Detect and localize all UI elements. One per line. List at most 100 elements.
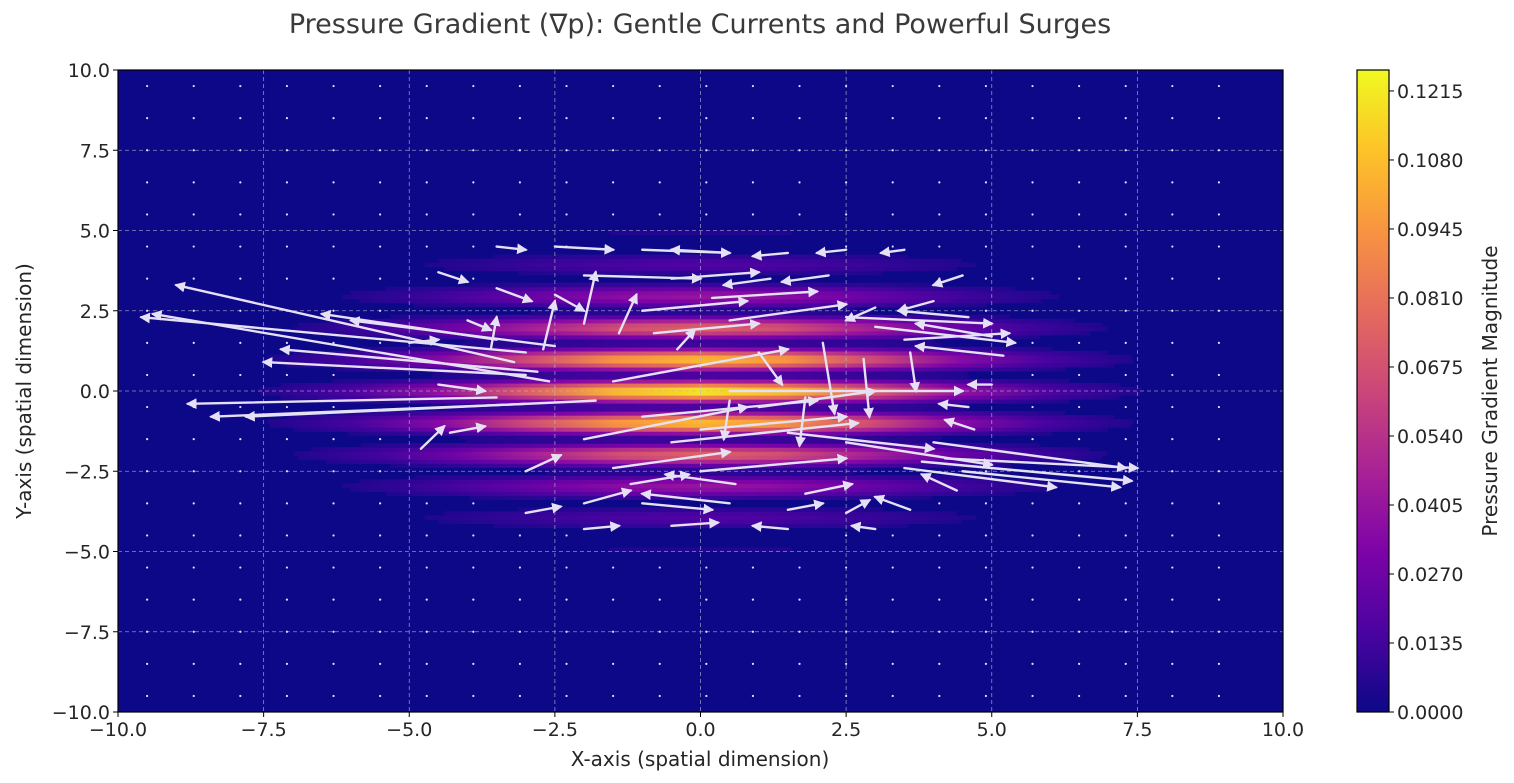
quiver-dot bbox=[1031, 245, 1034, 248]
quiver-dot bbox=[891, 245, 894, 248]
colorbar-tick-label: 0.1215 bbox=[1397, 81, 1463, 103]
quiver-dot bbox=[192, 534, 195, 537]
quiver-dot bbox=[472, 534, 475, 537]
quiver-dot bbox=[425, 502, 428, 505]
y-tick-label: −10.0 bbox=[52, 702, 110, 724]
quiver-dot bbox=[1031, 277, 1034, 280]
quiver-dot bbox=[751, 662, 755, 665]
quiver-dot bbox=[565, 598, 568, 601]
quiver-dot bbox=[1217, 373, 1221, 377]
quiver-dot bbox=[938, 662, 941, 665]
quiver-arrow bbox=[611, 345, 790, 383]
quiver-arrow bbox=[786, 431, 936, 454]
quiver-dot bbox=[658, 181, 661, 184]
quiver-dot bbox=[1078, 598, 1081, 601]
quiver-arrow bbox=[896, 306, 970, 319]
quiver-dot bbox=[285, 438, 289, 441]
quiver-dot bbox=[612, 694, 615, 698]
quiver-dot bbox=[379, 502, 382, 505]
quiver-dot bbox=[239, 213, 242, 216]
quiver-arrow bbox=[669, 244, 731, 256]
quiver-arrow bbox=[174, 281, 516, 364]
quiver-dot bbox=[984, 84, 988, 88]
quiver-dot bbox=[984, 662, 988, 665]
quiver-dot bbox=[984, 566, 988, 569]
quiver-dot bbox=[1171, 213, 1174, 216]
quiver-arrow bbox=[721, 277, 772, 290]
quiver-dot bbox=[705, 598, 708, 601]
quiver-dot bbox=[425, 149, 428, 152]
quiver-dot bbox=[984, 309, 988, 312]
y-axis-ticks: −10.0 −7.5 −5.0 −2.5 0.0 2.5 5.0 7.5 10.0 bbox=[52, 60, 118, 724]
quiver-arrow bbox=[582, 403, 750, 441]
quiver-arrow bbox=[750, 250, 790, 261]
quiver-dot bbox=[1124, 213, 1127, 216]
quiver-dot bbox=[1217, 277, 1221, 280]
quiver-dot bbox=[1217, 438, 1221, 441]
quiver-dot bbox=[1078, 277, 1081, 280]
quiver-arrow bbox=[582, 270, 600, 325]
quiver-dot bbox=[984, 694, 988, 698]
quiver-dot bbox=[239, 84, 242, 88]
heat-row bbox=[431, 374, 970, 380]
quiver-dot bbox=[1031, 373, 1034, 377]
quiver-dot bbox=[472, 277, 475, 280]
x-tick-label: −5.0 bbox=[386, 719, 432, 741]
quiver-dot bbox=[984, 630, 988, 633]
colorbar-tick-label: 0.0810 bbox=[1397, 288, 1463, 310]
quiver-arrow bbox=[495, 287, 534, 304]
quiver-dot bbox=[472, 117, 475, 120]
quiver-dot bbox=[1171, 117, 1174, 120]
quiver-dot bbox=[1078, 84, 1081, 88]
quiver-arrow bbox=[710, 286, 820, 300]
quiver-dot bbox=[938, 245, 941, 248]
quiver-dot bbox=[1217, 149, 1221, 152]
quiver-dot bbox=[938, 277, 941, 280]
quiver-arrow bbox=[437, 383, 488, 396]
x-tick-label: 5.0 bbox=[977, 719, 1007, 741]
quiver-dot bbox=[239, 534, 242, 537]
quiver-dot bbox=[285, 566, 289, 569]
quiver-dot bbox=[705, 181, 708, 184]
quiver-dot bbox=[1031, 213, 1034, 216]
x-tick-label: −10.0 bbox=[89, 719, 147, 741]
quiver-dot bbox=[798, 598, 801, 601]
heat-row bbox=[269, 423, 1132, 428]
quiver-dot bbox=[1171, 341, 1174, 344]
quiver-dot bbox=[332, 566, 335, 569]
quiver-dot bbox=[472, 566, 475, 569]
quiver-arrow bbox=[728, 300, 849, 322]
quiver-dot bbox=[565, 181, 568, 184]
quiver-dot bbox=[146, 694, 149, 698]
quiver-dot bbox=[612, 117, 615, 120]
quiver-dot bbox=[938, 181, 941, 184]
quiver-dot bbox=[798, 84, 801, 88]
y-tick-label: −2.5 bbox=[64, 461, 110, 483]
quiver-dot bbox=[472, 630, 475, 633]
quiver-arrow bbox=[961, 470, 1123, 492]
quiver-dot bbox=[1124, 84, 1127, 88]
quiver-dot bbox=[705, 149, 708, 152]
quiver-arrow bbox=[786, 499, 825, 511]
quiver-dot bbox=[332, 662, 335, 665]
quiver-dot bbox=[146, 534, 149, 537]
quiver-dot bbox=[845, 534, 848, 537]
heat-row bbox=[546, 471, 855, 476]
heat-row bbox=[326, 459, 1075, 464]
quiver-dot bbox=[285, 598, 289, 601]
quiver-dot bbox=[239, 630, 242, 633]
quiver-arrow bbox=[919, 473, 958, 492]
quiver-dot bbox=[845, 117, 848, 120]
quiver-dot bbox=[146, 84, 149, 88]
quiver-dot bbox=[1124, 662, 1127, 665]
quiver-dot bbox=[705, 694, 708, 698]
quiver-arrow bbox=[750, 521, 790, 532]
quiver-dot bbox=[192, 213, 195, 216]
quiver-dot bbox=[891, 149, 894, 152]
quiver-dot bbox=[472, 245, 475, 248]
quiver-dot bbox=[146, 213, 149, 216]
quiver-arrow bbox=[582, 487, 633, 505]
quiver-dot bbox=[1124, 341, 1127, 344]
y-axis-title: Y-axis (spatial dimension) bbox=[12, 263, 36, 520]
quiver-dot bbox=[425, 245, 428, 248]
